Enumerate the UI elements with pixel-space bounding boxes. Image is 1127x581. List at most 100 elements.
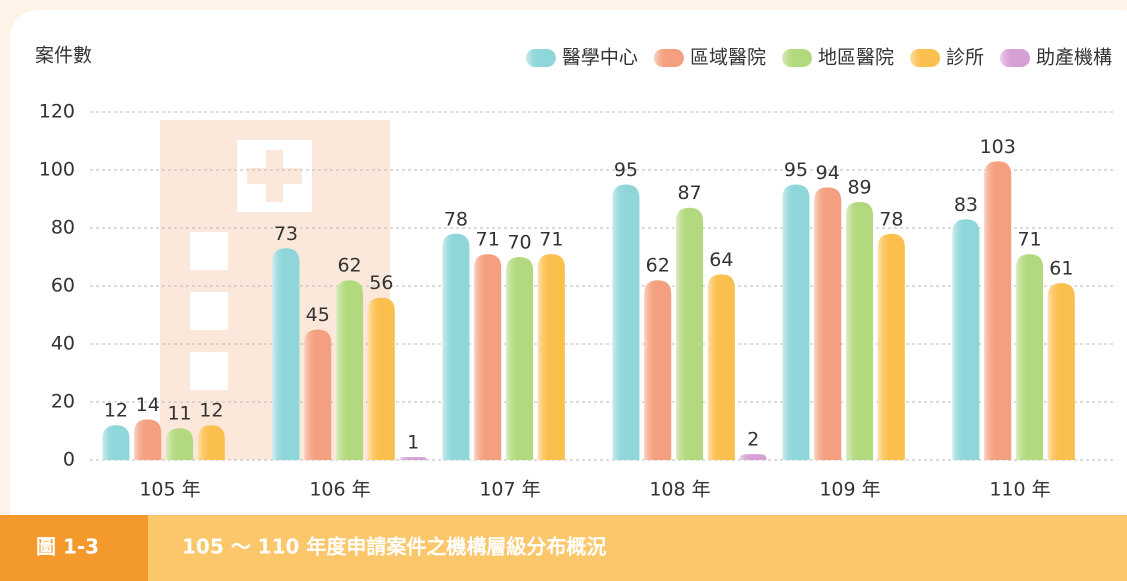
bar-group: [612, 185, 639, 461]
bar-highlight: [304, 330, 331, 461]
bar-group: [198, 425, 225, 460]
legend-swatch-highlight: [782, 49, 812, 67]
y-tick-label: 80: [51, 217, 75, 239]
bar-highlight: [952, 219, 979, 460]
legend-swatch-highlight: [526, 49, 556, 67]
bar-highlight: [368, 298, 395, 460]
data-label: 94: [816, 162, 840, 184]
data-label: 56: [369, 272, 393, 294]
legend-label: 助產機構: [1036, 47, 1112, 69]
data-label: 71: [476, 229, 500, 251]
legend-label: 診所: [946, 47, 984, 69]
data-label: 73: [274, 223, 298, 245]
bar-group: [400, 457, 427, 460]
bar-highlight: [676, 208, 703, 460]
bar-group: [676, 208, 703, 460]
bar-group: [644, 280, 671, 460]
legend-item: 助產機構: [1000, 47, 1112, 69]
y-tick-label: 60: [51, 275, 75, 297]
y-tick-label: 0: [63, 449, 75, 471]
data-label: 103: [980, 136, 1016, 158]
legend-swatch-highlight: [910, 49, 940, 67]
data-label: 78: [444, 208, 468, 230]
bar-highlight: [538, 254, 565, 460]
bar-highlight: [474, 254, 501, 460]
x-tick-label: 105 年: [139, 479, 200, 501]
bar-group: [814, 187, 841, 460]
x-tick-label: 106 年: [309, 479, 370, 501]
bar-group: [304, 330, 331, 461]
x-tick-label: 107 年: [479, 479, 540, 501]
bar-highlight: [612, 185, 639, 461]
data-label: 64: [709, 249, 733, 271]
data-label: 14: [136, 394, 160, 416]
y-axis-label: 案件數: [35, 45, 92, 67]
y-tick-label: 40: [51, 333, 75, 355]
data-label: 62: [646, 255, 670, 277]
legend-swatch-highlight: [654, 49, 684, 67]
bar-group: [878, 234, 905, 460]
legend-label: 區域醫院: [690, 47, 766, 69]
data-label: 2: [747, 429, 759, 451]
data-label: 61: [1049, 258, 1073, 280]
bar-group: [336, 280, 363, 460]
bar-highlight: [272, 248, 299, 460]
legend-item: 診所: [910, 47, 984, 69]
bar-highlight: [102, 425, 129, 460]
data-label: 89: [847, 176, 871, 198]
data-label: 71: [539, 229, 563, 251]
legend-label: 地區醫院: [818, 47, 894, 69]
y-tick-label: 20: [51, 391, 75, 413]
bar-highlight: [198, 425, 225, 460]
x-tick-label: 110 年: [989, 479, 1050, 501]
bar-highlight: [644, 280, 671, 460]
chart: 案件數 醫學中心 區域醫院 地區醫院 診所 助產機構 圖 1-3 105 ～ 110 年…: [0, 0, 1127, 581]
legend-swatch-highlight: [1000, 49, 1030, 67]
bar-highlight: [878, 234, 905, 460]
data-label: 11: [167, 403, 191, 425]
bar-group: [1048, 283, 1075, 460]
data-label: 71: [1017, 229, 1041, 251]
bar-highlight: [134, 419, 161, 460]
data-label: 70: [507, 232, 531, 254]
bar-highlight: [846, 202, 873, 460]
data-label: 78: [879, 208, 903, 230]
page: 案件數 醫學中心 區域醫院 地區醫院 診所 助產機構 圖 1-3 105 ～ 110 年…: [0, 0, 1127, 581]
bar-highlight: [166, 428, 193, 460]
bar-group: [134, 419, 161, 460]
bar-group: [272, 248, 299, 460]
bar-group: [782, 185, 809, 461]
bar-group: [368, 298, 395, 460]
bar-highlight: [782, 185, 809, 461]
bar-group: [506, 257, 533, 460]
bar-highlight: [708, 274, 735, 460]
data-label: 95: [784, 159, 808, 181]
x-tick-label: 109 年: [819, 479, 880, 501]
bar-highlight: [400, 457, 427, 460]
bar-group: [442, 234, 469, 460]
legend-label: 醫學中心: [562, 47, 638, 69]
bar-highlight: [1016, 254, 1043, 460]
y-tick-label: 100: [39, 159, 75, 181]
bar-group: [1016, 254, 1043, 460]
data-label: 12: [199, 400, 223, 422]
bar-group: [984, 161, 1011, 460]
legend-item: 地區醫院: [782, 47, 894, 69]
bar-group: [846, 202, 873, 460]
caption-text: 105 ～ 110 年度申請案件之機構層級分布概況: [182, 535, 606, 559]
data-label: 83: [954, 194, 978, 216]
bar-group: [474, 254, 501, 460]
y-tick-label: 120: [39, 101, 75, 123]
data-label: 87: [677, 182, 701, 204]
bar-group: [740, 454, 767, 460]
bar-highlight: [442, 234, 469, 460]
caption-label: 圖 1-3: [36, 535, 99, 559]
data-label: 95: [614, 159, 638, 181]
bar-highlight: [984, 161, 1011, 460]
bar-group: [538, 254, 565, 460]
bar-highlight: [506, 257, 533, 460]
legend-item: 醫學中心: [526, 47, 638, 69]
legend-item: 區域醫院: [654, 47, 766, 69]
bar-group: [166, 428, 193, 460]
bar-group: [952, 219, 979, 460]
